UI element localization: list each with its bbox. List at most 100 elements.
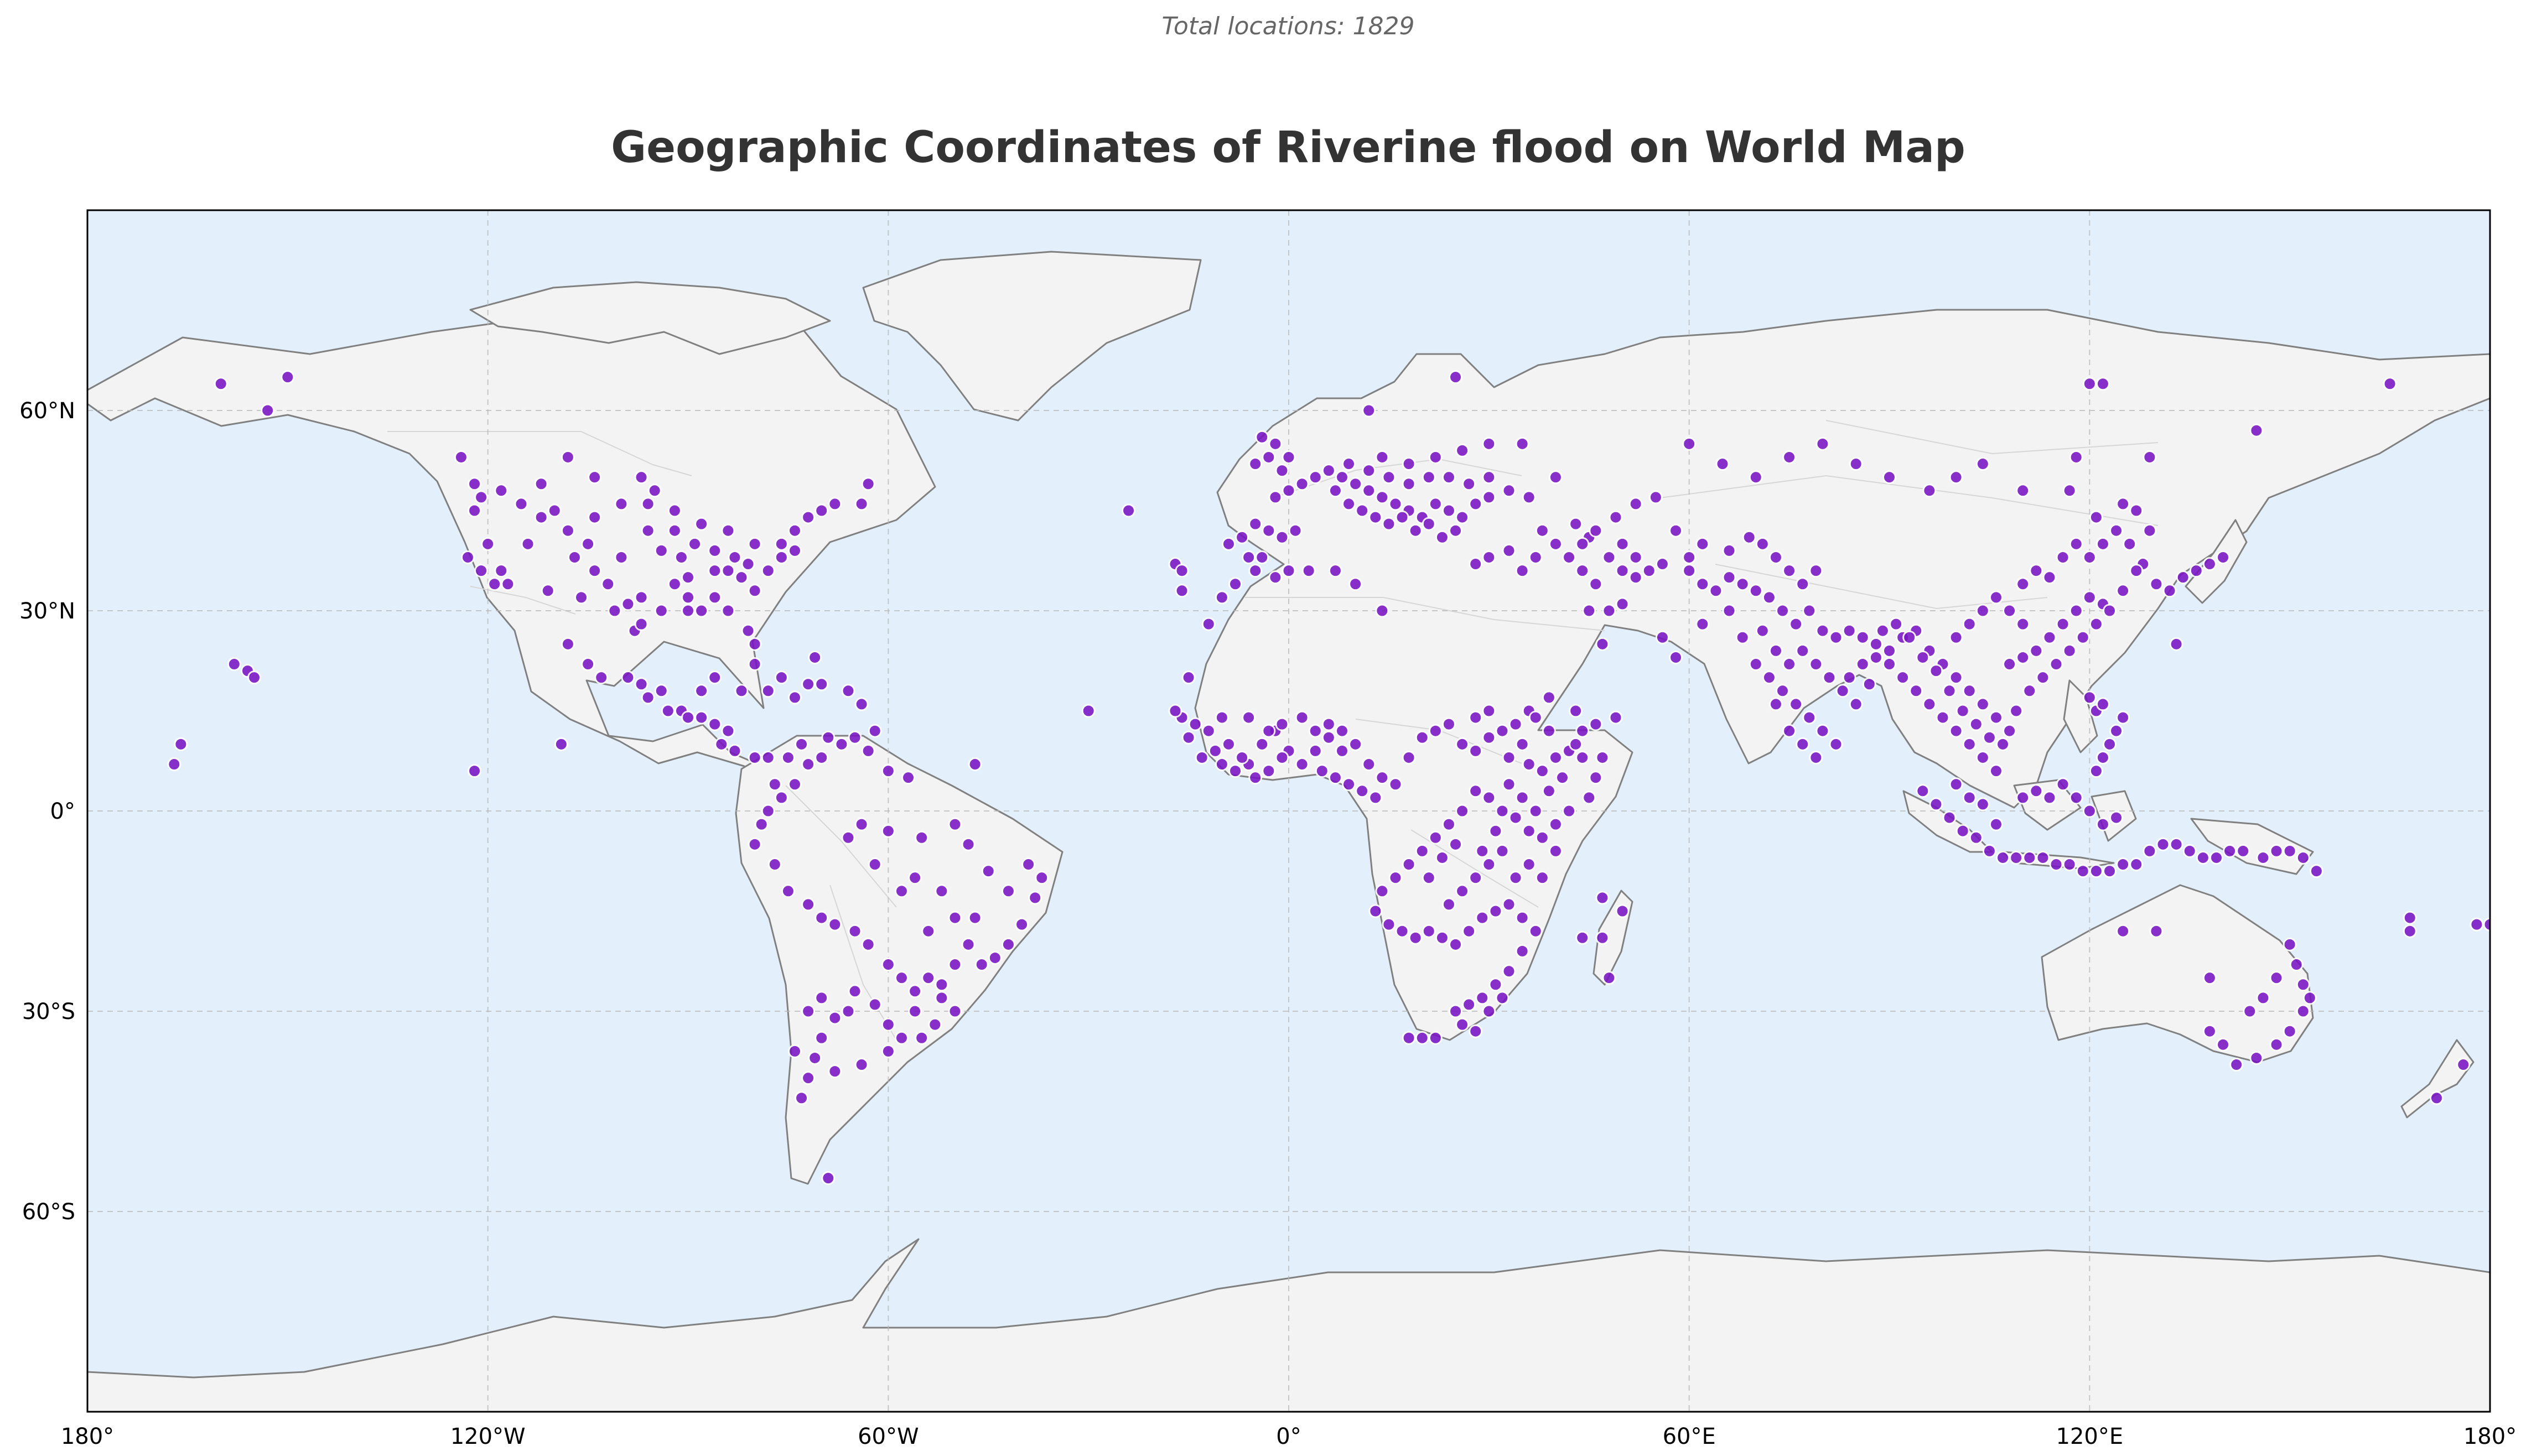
flood-location-point <box>908 1004 922 1018</box>
flood-location-point <box>2069 450 2083 464</box>
flood-location-point <box>801 1071 816 1085</box>
flood-location-point <box>2202 971 2217 985</box>
flood-location-point <box>2016 483 2030 498</box>
flood-location-point <box>1582 791 1596 805</box>
flood-location-point <box>894 971 909 985</box>
flood-location-point <box>2062 643 2077 658</box>
flood-location-point <box>754 817 769 831</box>
flood-location-point <box>1502 750 1516 765</box>
flood-location-point <box>1962 617 1977 631</box>
flood-location-point <box>1949 470 1963 485</box>
flood-location-point <box>1482 791 1496 805</box>
x-tick-label: 180° <box>61 1424 114 1449</box>
flood-location-point <box>1469 743 1483 758</box>
flood-location-point <box>828 497 842 511</box>
flood-location-point <box>767 857 782 872</box>
flood-location-point <box>1455 804 1470 818</box>
flood-location-point <box>501 577 515 591</box>
flood-location-point <box>787 543 802 558</box>
flood-location-point <box>1462 997 1476 1012</box>
flood-location-point <box>1982 730 1996 745</box>
flood-location-point <box>2082 804 2097 818</box>
flood-location-point <box>2016 577 2030 591</box>
flood-location-point <box>1522 824 1536 838</box>
flood-location-point <box>1989 817 2003 831</box>
flood-location-point <box>1362 403 1376 418</box>
flood-location-point <box>721 564 735 578</box>
flood-location-point <box>968 911 982 925</box>
flood-location-point <box>1949 670 1963 685</box>
flood-location-point <box>1682 564 1697 578</box>
flood-location-point <box>1949 777 1963 792</box>
flood-location-point <box>1428 450 1443 464</box>
flood-location-point <box>1275 750 1289 765</box>
flood-location-point <box>2056 550 2070 564</box>
flood-location-point <box>748 837 762 851</box>
flood-location-point <box>281 370 295 384</box>
flood-location-point <box>2116 584 2130 598</box>
flood-location-point <box>2216 1037 2230 1052</box>
landmass-greenland <box>862 251 1202 422</box>
flood-location-point <box>1789 697 1803 711</box>
flood-location-point <box>1235 530 1249 544</box>
flood-location-point <box>2089 764 2103 778</box>
flood-location-point <box>654 604 668 618</box>
flood-location-point <box>1488 977 1503 992</box>
flood-location-point <box>721 724 735 738</box>
flood-location-point <box>1428 497 1443 511</box>
flood-location-point <box>694 684 709 698</box>
flood-location-point <box>728 550 742 564</box>
flood-location-point <box>908 871 922 885</box>
border-usa-canada <box>387 431 692 476</box>
flood-location-point <box>1962 791 1977 805</box>
flood-location-point <box>1282 450 1296 464</box>
flood-location-point <box>815 677 829 691</box>
flood-location-point <box>634 617 649 631</box>
flood-location-point <box>1275 464 1289 478</box>
flood-location-point <box>1215 757 1229 772</box>
flood-location-point <box>2216 550 2230 564</box>
flood-location-point <box>227 657 241 672</box>
flood-location-point <box>1768 643 1783 658</box>
flood-location-point <box>1375 490 1389 505</box>
flood-location-point <box>1942 810 1957 825</box>
flood-location-point <box>694 517 709 531</box>
flood-location-point <box>1575 930 1590 945</box>
flood-location-point <box>828 1064 842 1079</box>
flood-location-point <box>1469 1024 1483 1038</box>
flood-location-point <box>795 1091 809 1105</box>
flood-location-point <box>1001 884 1015 898</box>
flood-location-point <box>547 503 562 518</box>
flood-location-point <box>1482 490 1496 505</box>
flood-location-point <box>667 503 682 518</box>
flood-location-point <box>1615 537 1630 551</box>
flood-location-point <box>1328 564 1342 578</box>
flood-location-point <box>801 510 816 524</box>
y-tick-label: 60°N <box>19 398 75 424</box>
flood-location-point <box>1548 470 1563 485</box>
flood-location-point <box>1735 630 1750 644</box>
flood-location-point <box>1655 557 1669 571</box>
flood-location-point <box>1402 457 1416 471</box>
flood-location-point <box>974 958 989 972</box>
flood-location-point <box>1295 710 1309 725</box>
flood-location-point <box>1768 697 1783 711</box>
flood-location-point <box>1382 470 1396 485</box>
flood-location-point <box>1809 564 1823 578</box>
flood-location-point <box>2062 857 2077 872</box>
flood-location-point <box>721 523 735 538</box>
flood-location-point <box>1682 550 1697 564</box>
flood-location-point <box>1996 850 2010 865</box>
flood-location-point <box>2116 924 2130 938</box>
flood-location-point <box>708 564 722 578</box>
flood-location-point <box>1488 904 1503 918</box>
flood-location-point <box>1855 657 1870 672</box>
flood-location-point <box>1982 844 1996 858</box>
landmass-new-zealand <box>2400 1039 2475 1119</box>
flood-location-point <box>1695 537 1710 551</box>
flood-location-point <box>2082 550 2097 564</box>
flood-location-point <box>935 977 949 992</box>
flood-location-point <box>1562 550 1576 564</box>
flood-location-point <box>1749 470 1763 485</box>
flood-location-point <box>2169 837 2183 851</box>
